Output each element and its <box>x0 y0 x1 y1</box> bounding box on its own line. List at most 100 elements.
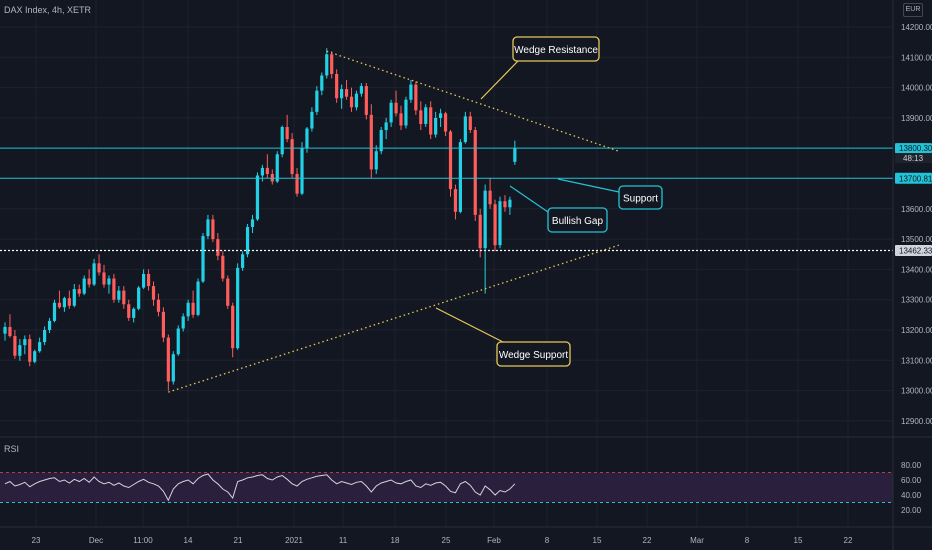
price-tick-label: 13100.000 <box>901 356 932 365</box>
rsi-tick-label: 40.00 <box>901 491 922 500</box>
time-tick-label: Mar <box>690 536 704 545</box>
current-price-tag-bg <box>895 143 932 154</box>
price-tick-label: 13200.000 <box>901 326 932 335</box>
candle-body <box>231 305 235 349</box>
candle-body <box>285 126 289 140</box>
candle-body <box>38 342 42 352</box>
candle-body <box>171 354 175 382</box>
time-tick-label: 23 <box>32 536 41 545</box>
price-tick-label: 13000.000 <box>901 387 932 396</box>
candle-body <box>404 99 408 126</box>
candle-body <box>478 214 482 249</box>
candle-body <box>226 278 230 306</box>
wedge-resistance-callout-label: Wedge Resistance <box>514 45 598 56</box>
candle-body <box>335 73 339 99</box>
time-tick-label: 15 <box>593 536 602 545</box>
wedge-resistance-callout-pointer <box>480 60 519 100</box>
symbol-title[interactable]: DAX Index, 4h, XETR <box>4 5 92 15</box>
candle-body <box>87 278 91 285</box>
price-tick-label: 13500.000 <box>901 235 932 244</box>
price-tick-label: 14100.000 <box>901 53 932 62</box>
rsi-tick-label: 20.00 <box>901 506 922 515</box>
time-tick-label: 14 <box>184 536 193 545</box>
candle-body <box>453 189 458 212</box>
candle-body <box>330 54 334 74</box>
support-price-tag-bg <box>895 172 932 184</box>
time-tick-label: 22 <box>643 536 652 545</box>
candle-body <box>216 239 220 256</box>
candle-body <box>503 201 507 208</box>
candle-body <box>3 326 7 334</box>
candle-body <box>275 154 279 182</box>
candle-body <box>270 173 274 182</box>
time-tick-label: 25 <box>442 536 451 545</box>
candle-body <box>241 254 245 268</box>
currency-badge[interactable]: EUR <box>903 3 923 17</box>
rsi-pane <box>0 436 932 503</box>
candle-body <box>176 328 180 355</box>
candle-body <box>439 113 443 118</box>
candle-body <box>77 289 81 294</box>
candle-body <box>191 302 195 315</box>
candle-body <box>102 272 106 285</box>
candle-body <box>142 273 146 288</box>
support-callout-label: Support <box>623 194 658 205</box>
candle-body <box>57 302 62 308</box>
candle-body <box>23 339 27 346</box>
dotted-price-tag-bg <box>895 245 932 257</box>
candle-body <box>92 263 96 285</box>
annotations: Wedge Resistance Support Bullish Gap Wedge … <box>435 36 663 367</box>
bullish-gap-callout-box <box>547 207 608 233</box>
candlestick-series <box>3 48 517 391</box>
candle-body <box>72 289 76 306</box>
candle-body <box>13 336 17 356</box>
candle-body <box>488 190 492 205</box>
price-tick-label: 14200.000 <box>901 23 932 32</box>
candle-body <box>290 139 294 174</box>
candle-body <box>265 167 269 174</box>
candle-body <box>310 111 314 129</box>
candle-body <box>82 278 86 294</box>
candle-body <box>186 302 190 317</box>
support-price-tag: 13700.818 <box>899 174 932 183</box>
bullish-gap-callout-pointer <box>509 185 549 213</box>
candle-body <box>18 345 22 356</box>
candle-body <box>399 113 403 126</box>
candle-body <box>245 226 250 255</box>
price-tick-label: 12900.000 <box>901 417 932 426</box>
time-tick-label: 21 <box>234 536 243 545</box>
rsi-tick-label: 80.00 <box>901 461 922 470</box>
candle-body <box>513 148 517 162</box>
candle-body <box>295 173 299 194</box>
bullish-gap-callout-label: Bullish Gap <box>552 216 604 227</box>
candle-body <box>221 255 225 279</box>
time-tick-label: 8 <box>545 536 550 545</box>
candle-body <box>97 263 101 273</box>
candle-body <box>325 54 329 76</box>
rsi-indicator-label[interactable]: RSI <box>4 444 20 454</box>
candle-body <box>429 107 433 135</box>
time-tick-label: 11 <box>339 536 348 545</box>
current-price-tag: 13800.300 <box>899 144 932 153</box>
candle-body <box>62 298 66 308</box>
candle-body <box>384 122 388 131</box>
candle-body <box>33 351 37 362</box>
candle-body <box>151 286 156 300</box>
dotted-price-tag: 13462.332 <box>899 247 932 256</box>
price-tick-label: 13900.000 <box>901 114 932 123</box>
rsi-line <box>4 473 516 502</box>
countdown-bg <box>895 153 932 164</box>
candle-body <box>493 204 497 246</box>
candle-body <box>409 84 413 100</box>
candle-body <box>374 151 378 170</box>
candle-body <box>483 190 487 249</box>
candle-body <box>354 93 359 108</box>
chart-overlays <box>0 50 893 393</box>
candle-body <box>463 116 467 143</box>
candle-body <box>146 273 151 287</box>
candle-body <box>508 199 512 208</box>
candle-body <box>498 201 502 246</box>
price-tick-label: 13600.000 <box>901 205 932 214</box>
